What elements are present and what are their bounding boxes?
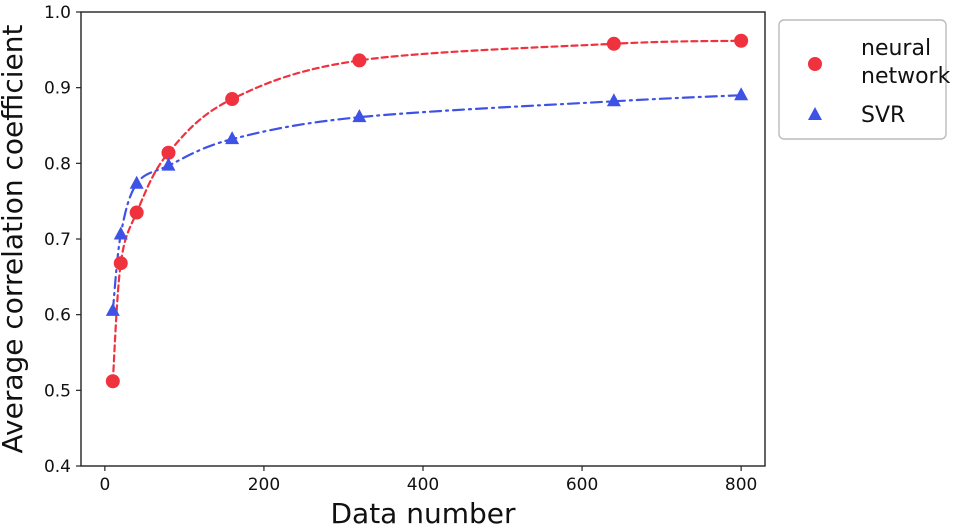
legend-label-svr: SVR <box>861 103 905 128</box>
data-series-group <box>111 39 743 383</box>
x-axis-ticks: 0 200 400 600 800 <box>99 466 757 495</box>
y-tick-label-0-6: 0.6 <box>44 306 71 326</box>
data-point-svr-1 <box>113 226 128 240</box>
data-point-svr-4 <box>225 131 240 145</box>
data-point-svr-2 <box>129 175 144 189</box>
y-tick-label-1: 1.0 <box>44 3 71 23</box>
data-point-svr-0 <box>105 302 120 316</box>
y-tick-label-0-9: 0.9 <box>44 79 71 99</box>
x-axis-label: Data number <box>330 497 516 529</box>
y-tick-label-0-7: 0.7 <box>44 230 71 250</box>
y-tick-label-0-4: 0.4 <box>44 457 71 477</box>
legend-marker-svr <box>808 107 822 120</box>
data-point-neural-network-6 <box>606 36 621 51</box>
data-markers-group <box>105 33 749 389</box>
data-point-neural-network-3 <box>161 145 176 160</box>
legend-marker-neural-network <box>808 57 822 71</box>
x-tick-label-0: 0 <box>99 475 110 495</box>
y-axis-label: Average correlation coefficient <box>0 24 29 453</box>
y-axis-ticks: 0.4 0.5 0.6 0.7 0.8 0.9 1.0 <box>44 3 81 477</box>
data-point-svr-7 <box>734 87 749 101</box>
plot-frame <box>80 11 766 467</box>
legend-label-neural-network-line-1: neural <box>861 36 931 61</box>
plot-area <box>80 11 766 467</box>
legend-label-neural-network-line-2: network <box>861 64 951 89</box>
x-tick-label-600: 600 <box>566 475 598 495</box>
series-line-svr <box>111 94 743 312</box>
data-point-neural-network-7 <box>734 33 749 48</box>
legend-frame <box>778 19 947 140</box>
series-line-neural-network <box>111 39 743 383</box>
x-tick-label-400: 400 <box>407 475 439 495</box>
data-point-neural-network-1 <box>113 256 128 271</box>
y-tick-label-0-8: 0.8 <box>44 154 71 174</box>
data-point-neural-network-5 <box>352 53 367 68</box>
y-tick-label-0-5: 0.5 <box>44 381 71 401</box>
data-point-svr-5 <box>352 109 367 123</box>
x-tick-label-200: 200 <box>248 475 280 495</box>
data-point-svr-6 <box>606 93 621 107</box>
data-point-svr-3 <box>161 157 176 171</box>
data-point-neural-network-2 <box>129 205 144 220</box>
chart-legend: neural network SVR <box>778 19 951 140</box>
data-point-neural-network-4 <box>225 92 240 107</box>
x-tick-label-800: 800 <box>725 475 757 495</box>
data-point-neural-network-0 <box>105 374 120 389</box>
